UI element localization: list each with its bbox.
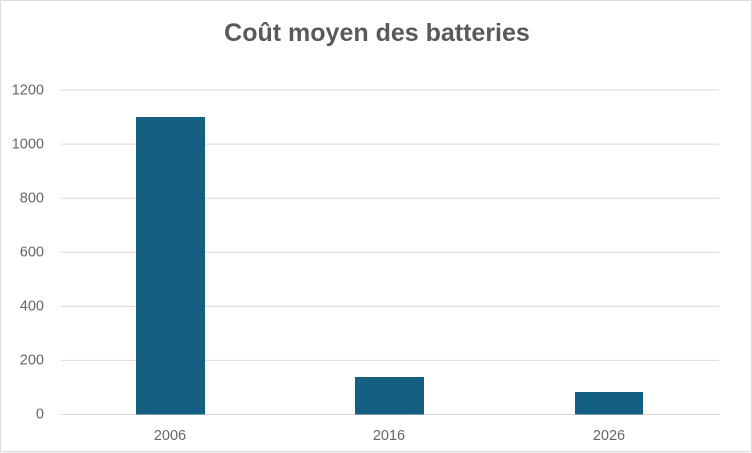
svg-text:0: 0 [36,407,44,423]
svg-text:2016: 2016 [373,428,405,444]
svg-text:2026: 2026 [593,428,625,444]
svg-text:1000: 1000 [12,137,44,153]
svg-text:2006: 2006 [154,428,186,444]
svg-text:1200: 1200 [12,83,44,99]
svg-text:400: 400 [20,299,44,315]
svg-text:200: 200 [20,353,44,369]
svg-text:800: 800 [20,191,44,207]
svg-text:600: 600 [20,245,44,261]
